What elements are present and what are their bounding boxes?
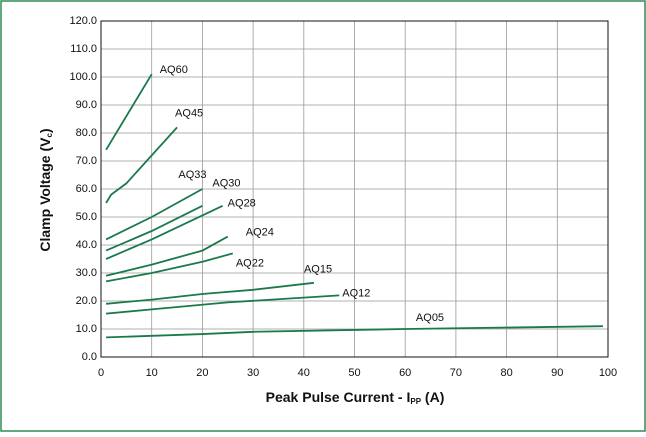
x-tick-label: 50	[348, 367, 360, 379]
series-line	[105, 252, 234, 283]
y-tick-label: 100.0	[69, 71, 97, 83]
series-label: AQ15	[304, 264, 332, 276]
plot-border	[100, 20, 609, 358]
x-tick-label: 70	[450, 367, 462, 379]
x-axis-title: Peak Pulse Current - IPP (A)	[266, 389, 445, 406]
x-tick-label: 10	[146, 367, 158, 379]
y-tick-label: 40.0	[76, 239, 97, 251]
y-tick-label: 0.0	[82, 351, 97, 363]
series-line	[105, 294, 340, 315]
y-title-end: )	[37, 128, 53, 133]
series-line	[105, 204, 203, 252]
series-label: AQ24	[246, 227, 274, 239]
series-label: AQ45	[175, 107, 203, 119]
series-line	[105, 126, 178, 204]
y-tick-label: 20.0	[76, 295, 97, 307]
x-title-sub: PP	[410, 397, 421, 406]
series-label: AQ22	[236, 257, 264, 269]
series-line	[105, 281, 315, 305]
y-tick-label: 30.0	[76, 267, 97, 279]
y-tick-label: 110.0	[70, 43, 97, 55]
x-title-end: (A)	[421, 389, 444, 405]
x-tick-label: 0	[98, 367, 104, 379]
series-line	[105, 204, 224, 260]
y-tick-label: 60.0	[76, 183, 97, 195]
x-tick-label: 30	[247, 367, 259, 379]
series-line	[106, 325, 603, 339]
series-line	[105, 235, 229, 277]
x-tick-label: 60	[399, 367, 411, 379]
y-tick-label: 80.0	[76, 127, 97, 139]
series-label: AQ05	[416, 312, 444, 324]
y-title-sub: c	[45, 133, 54, 138]
x-tick-label: 20	[196, 367, 208, 379]
y-tick-label: 10.0	[76, 323, 97, 335]
x-title-main: Peak Pulse Current - I	[266, 389, 411, 405]
x-tick-label: 100	[599, 367, 617, 379]
series-label: AQ28	[228, 198, 256, 210]
y-axis-title: Clamp Voltage (Vc)	[37, 128, 54, 251]
y-title-main: Clamp Voltage (V	[37, 137, 53, 252]
x-tick-label: 40	[298, 367, 310, 379]
series-line	[105, 188, 203, 241]
x-tick-label: 80	[500, 367, 512, 379]
series-label: AQ12	[342, 287, 370, 299]
x-tick-label: 90	[551, 367, 563, 379]
series-line	[105, 73, 153, 151]
series-label: AQ33	[178, 169, 206, 181]
series-label: AQ60	[160, 64, 188, 76]
y-tick-label: 50.0	[76, 211, 97, 223]
series-label: AQ30	[212, 178, 240, 190]
y-tick-label: 120.0	[69, 15, 97, 27]
y-tick-label: 90.0	[76, 99, 97, 111]
y-tick-label: 70.0	[76, 155, 97, 167]
